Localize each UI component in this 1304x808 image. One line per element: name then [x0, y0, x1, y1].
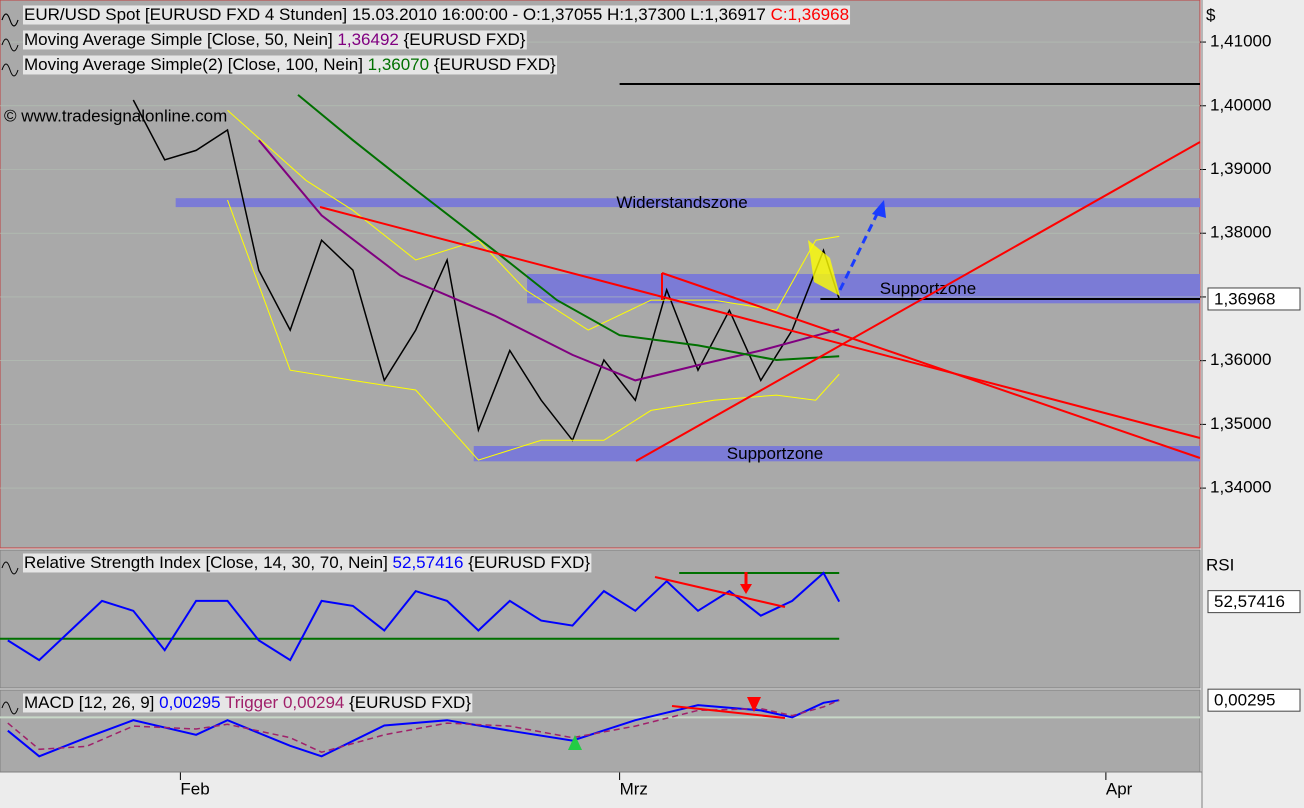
y-tick-label: 1,40000 [1210, 95, 1271, 114]
legend-icon [1, 13, 19, 27]
trend-line [319, 206, 1201, 439]
target-arrow [838, 211, 880, 291]
legend-part: C:1,36968 [771, 5, 849, 24]
legend-icon [1, 38, 19, 52]
flag [808, 240, 840, 296]
series-line [7, 699, 840, 753]
legend-part: Trigger 0,00294 [225, 693, 349, 712]
legend-row: Moving Average Simple [Close, 50, Nein] … [1, 30, 527, 52]
y-tick-label: 1,34000 [1210, 478, 1271, 497]
last-value-label: 0,00295 [1214, 691, 1275, 710]
legend-background [23, 5, 851, 25]
legend-part: Moving Average Simple [Close, 50, Nein] [24, 30, 337, 49]
x-tick-label: Apr [1106, 779, 1133, 798]
trend-line [661, 272, 1201, 459]
last-value-box: 0,00295 [1207, 688, 1301, 712]
x-tick-label: Feb [180, 779, 209, 798]
watermark: © www.tradesignalonline.com [4, 106, 227, 125]
legend-part: EUR/USD Spot [EURUSD FXD 4 Stunden] 15.0… [24, 5, 771, 24]
legend-background [23, 55, 558, 75]
last-value-label: 52,57416 [1214, 592, 1285, 611]
last-value-label: 1,36968 [1214, 289, 1275, 308]
axis-unit: RSI [1206, 555, 1234, 574]
legend-row: MACD [12, 26, 9] 0,00295 Trigger 0,00294… [1, 693, 473, 715]
last-value-frame [1207, 688, 1301, 712]
target-arrow-head [872, 200, 886, 218]
signal-arrow-head [740, 584, 752, 594]
divergence-line [654, 576, 786, 608]
zone [473, 446, 1201, 462]
y-tick-label: 1,41000 [1210, 32, 1271, 51]
series-line [7, 699, 840, 758]
y-tick-label: 1,39000 [1210, 159, 1271, 178]
series-line [297, 94, 840, 362]
legend-icon [1, 561, 19, 575]
legend-part: 1,36070 [368, 55, 434, 74]
series-line [258, 139, 840, 382]
legend-part: 1,36492 [337, 30, 403, 49]
y-tick-label: 1,35000 [1210, 414, 1271, 433]
legend-text: Moving Average Simple [Close, 50, Nein] … [24, 30, 526, 49]
last-value-box: 52,57416 [1207, 590, 1301, 614]
legend-part: 52,57416 [393, 553, 469, 572]
legend-part: {EURUSD FXD} [434, 55, 556, 74]
legend-background [23, 553, 592, 573]
legend-part: {EURUSD FXD} [468, 553, 590, 572]
divergence-line [671, 705, 786, 719]
zone-label: Widerstandszone [616, 193, 747, 212]
signal-arrow [568, 735, 582, 750]
legend-background [23, 693, 473, 713]
zone [175, 198, 1200, 208]
legend-part: {EURUSD FXD} [349, 693, 471, 712]
legend-row: EUR/USD Spot [EURUSD FXD 4 Stunden] 15.0… [1, 5, 851, 27]
last-value-frame [1207, 287, 1301, 311]
zone-label: Supportzone [880, 279, 976, 298]
series-line [7, 571, 841, 662]
y-tick-label: 1,36000 [1210, 350, 1271, 369]
series-line [227, 109, 840, 331]
last-value-box: 1,36968 [1207, 287, 1301, 311]
legend-icon [1, 701, 19, 715]
legend-row: Moving Average Simple(2) [Close, 100, Ne… [1, 55, 558, 77]
legend-part: 0,00295 [159, 693, 225, 712]
signal-arrow [747, 697, 761, 712]
x-tick-label: Mrz [620, 779, 648, 798]
legend-text: Relative Strength Index [Close, 14, 30, … [24, 553, 590, 572]
series-line [132, 99, 840, 442]
legend-icon [1, 63, 19, 77]
legend-part: Moving Average Simple(2) [Close, 100, Ne… [24, 55, 368, 74]
legend-part: {EURUSD FXD} [404, 30, 526, 49]
zone-label: Supportzone [727, 444, 823, 463]
legend-text: MACD [12, 26, 9] 0,00295 Trigger 0,00294… [24, 693, 471, 712]
y-tick-label: 1,38000 [1210, 223, 1271, 242]
legend-row: Relative Strength Index [Close, 14, 30, … [1, 553, 592, 575]
legend-text: Moving Average Simple(2) [Close, 100, Ne… [24, 55, 556, 74]
legend-background [23, 30, 527, 50]
panel-background [0, 549, 1201, 689]
series-line [227, 199, 840, 461]
legend-text: EUR/USD Spot [EURUSD FXD 4 Stunden] 15.0… [24, 5, 849, 24]
trend-line [635, 141, 1201, 462]
legend-part: Relative Strength Index [Close, 14, 30, … [24, 553, 393, 572]
axis-unit: $ [1206, 5, 1216, 24]
last-value-frame [1207, 590, 1301, 614]
legend-part: MACD [12, 26, 9] [24, 693, 159, 712]
annotations [0, 0, 1203, 808]
